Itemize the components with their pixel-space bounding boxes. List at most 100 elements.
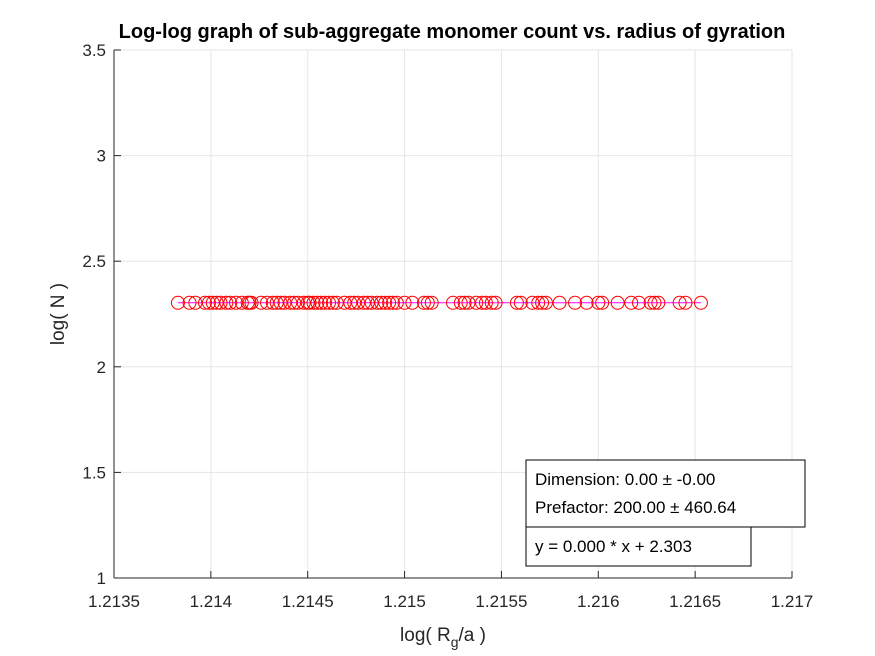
data-point [374,295,389,310]
x-axis-label-subscript: g [451,634,459,650]
data-point [416,295,431,310]
data-point [310,295,325,310]
x-axis-label-prefix: log( R [400,625,451,646]
data-point [277,295,292,310]
data-point [296,295,311,310]
data-point [693,295,708,310]
data-point [591,295,606,310]
dimension-annotation: Dimension: 0.00 ± -0.00 [535,470,715,489]
data-point [347,295,362,310]
data-point [624,295,639,310]
stats-annotation-box: Dimension: 0.00 ± -0.00 Prefactor: 200.0… [525,459,806,528]
equation-box-border [525,526,752,567]
data-point [283,295,298,310]
data-point [260,295,275,310]
data-point [420,295,435,310]
data-point [273,295,288,310]
x-axis-label-suffix: /a ) [459,625,486,646]
data-point [678,295,693,310]
y-tick-label: 2 [97,358,106,377]
data-point [302,295,317,310]
data-point [306,295,321,310]
x-tick-label: 1.215 [383,592,426,611]
data-point [337,295,352,310]
x-tick-label: 1.214 [190,592,233,611]
data-point [351,295,366,310]
data-point [651,295,666,310]
x-tick-label: 1.217 [771,592,814,611]
data-point [170,295,185,310]
data-point [370,295,385,310]
data-point [213,295,228,310]
data-point [325,295,340,310]
data-point [513,295,528,310]
data-point [446,295,460,310]
data-point [672,295,687,310]
x-tick-label: 1.2155 [475,592,527,611]
data-point [389,295,404,310]
data-point [525,295,540,310]
data-point [318,295,333,310]
data-point [424,295,439,310]
data-point [201,295,216,310]
data-point [579,295,594,310]
data-point [382,295,397,310]
y-tick-label: 1 [97,569,106,588]
data-point [509,295,524,310]
chart-title: Log-log graph of sub-aggregate monomer c… [119,21,786,43]
y-tick-label: 2.5 [82,252,106,271]
y-tick-label: 3 [97,147,106,166]
data-point [484,295,499,310]
data-point [291,295,306,310]
y-tick-label: 1.5 [82,463,106,482]
data-point [314,295,329,310]
data-point [360,295,375,310]
data-point [198,295,213,310]
data-point [595,295,610,310]
data-point [643,295,658,310]
data-point [405,295,420,310]
data-point [329,295,344,310]
data-point [610,295,625,310]
data-point [254,295,269,310]
x-tick-label: 1.2135 [88,592,140,611]
data-point [568,295,583,310]
data-point [205,295,220,310]
y-axis-label: log( N ) [48,283,69,345]
data-point [269,295,284,310]
data-point [223,295,238,310]
data-point [188,295,203,310]
data-point [364,295,379,310]
data-point [647,295,662,310]
data-point [478,295,493,310]
data-point [287,295,302,310]
equation-annotation: y = 0.000 * x + 2.303 [535,537,692,556]
axes-frame [113,50,792,579]
x-axis-label: log( Rg/a ) [400,625,486,650]
data-point [631,295,646,310]
prefactor-annotation: Prefactor: 200.00 ± 460.64 [535,498,736,517]
equation-annotation-box: y = 0.000 * x + 2.303 [525,526,752,567]
data-point [461,295,476,310]
data-point [531,295,546,310]
data-point [182,295,197,310]
data-point [453,295,468,310]
data-point [234,295,249,310]
data-point [356,295,371,310]
data-point [378,295,393,310]
data-point [385,295,400,310]
data-point [229,295,244,310]
x-axis-ticks: 1.2135 1.214 1.2145 1.215 1.2155 1.216 1.2165 1… [88,571,813,611]
data-point [343,295,358,310]
data-point [219,295,234,310]
data-point [322,295,337,310]
data-point [535,295,550,310]
y-axis-ticks: 1 1.5 2 2.5 3 3.5 [82,41,121,588]
data-point [552,295,567,310]
data-point [469,295,484,310]
x-tick-label: 1.2145 [282,592,334,611]
y-tick-label: 3.5 [82,41,106,60]
data-point [475,295,490,310]
